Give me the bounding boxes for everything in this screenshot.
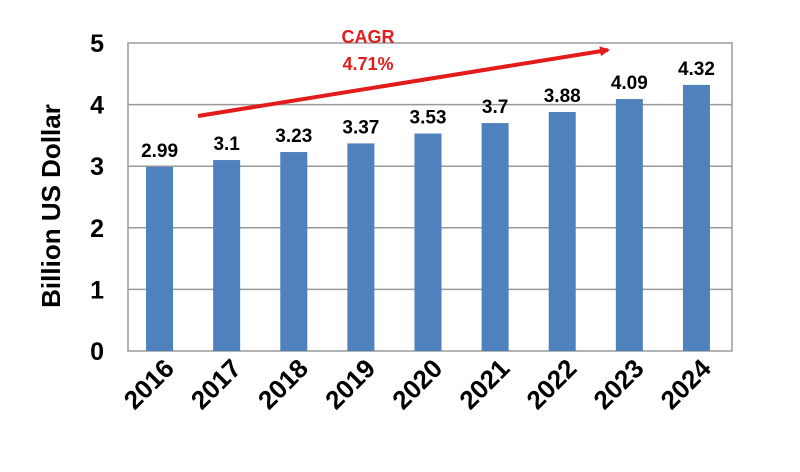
y-tick-0: 0 xyxy=(90,338,104,366)
x-axis-ticks: 2016 2017 2018 2019 2020 2021 2022 2023 2024 xyxy=(118,353,717,415)
data-label-2023: 4.09 xyxy=(611,73,648,94)
data-label-2017: 3.1 xyxy=(213,134,240,155)
y-tick-5: 5 xyxy=(90,30,104,58)
y-tick-4: 4 xyxy=(90,92,104,120)
cagr-arrow xyxy=(197,46,610,118)
x-tick-2021: 2021 xyxy=(453,353,515,415)
x-tick-2020: 2020 xyxy=(386,353,448,415)
data-label-2022: 3.88 xyxy=(544,86,581,107)
bar-2017 xyxy=(213,160,241,351)
bar-2024 xyxy=(682,84,710,351)
y-axis-ticks: 0 1 2 3 4 5 xyxy=(90,30,104,366)
x-tick-2023: 2023 xyxy=(587,353,649,415)
x-tick-2017: 2017 xyxy=(185,353,247,415)
cagr-value: 4.71% xyxy=(342,54,393,74)
data-label-2016: 2.99 xyxy=(141,141,178,162)
x-tick-2016: 2016 xyxy=(118,353,180,415)
y-tick-3: 3 xyxy=(90,153,104,181)
data-label-2024: 4.32 xyxy=(678,59,715,80)
y-tick-2: 2 xyxy=(90,215,104,243)
x-tick-2018: 2018 xyxy=(252,353,314,415)
y-axis-label: Billion US Dollar xyxy=(36,104,66,308)
x-tick-2019: 2019 xyxy=(319,353,381,415)
cagr-label: CAGR xyxy=(342,27,395,47)
data-label-2021: 3.7 xyxy=(482,97,508,118)
x-tick-2022: 2022 xyxy=(520,353,582,415)
data-label-2019: 3.37 xyxy=(342,117,379,138)
bar-2016 xyxy=(146,166,174,351)
bar-2019 xyxy=(347,143,375,351)
bar-2022 xyxy=(548,111,576,351)
bar-2020 xyxy=(414,133,442,351)
bar-2023 xyxy=(615,99,643,351)
data-labels: 2.99 3.1 3.23 3.37 3.53 3.7 3.88 4.09 4.32 xyxy=(141,59,715,162)
data-label-2020: 3.53 xyxy=(410,108,447,129)
bars xyxy=(146,84,710,351)
x-tick-2024: 2024 xyxy=(655,353,717,415)
data-label-2018: 3.23 xyxy=(275,126,312,147)
bar-2018 xyxy=(280,152,308,351)
bar-2021 xyxy=(481,123,509,351)
y-tick-1: 1 xyxy=(90,276,104,304)
